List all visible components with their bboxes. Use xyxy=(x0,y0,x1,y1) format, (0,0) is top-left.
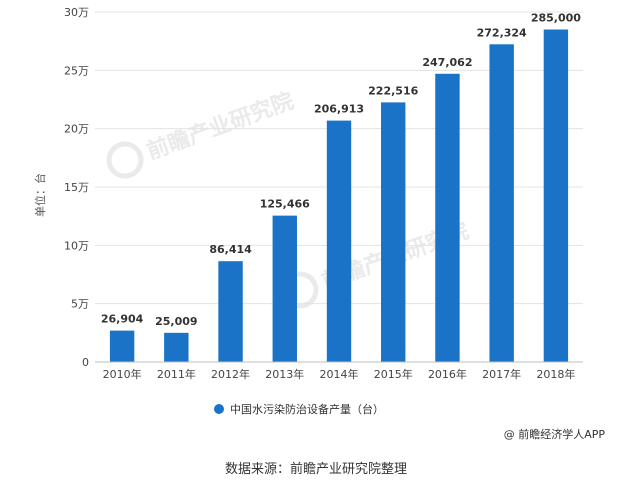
y-axis-ticks: 0 5万 10万 15万 20万 25万 30万 xyxy=(64,6,89,369)
y-tick-label: 15万 xyxy=(64,181,89,194)
bar-value-label: 25,009 xyxy=(155,315,197,328)
bar-value-label: 247,062 xyxy=(422,56,472,69)
credit-text: @ 前瞻经济学人APP xyxy=(504,427,606,441)
x-tick-label: 2015年 xyxy=(374,367,413,381)
bar xyxy=(164,332,189,362)
source-text: 数据来源：前瞻产业研究院整理 xyxy=(225,461,407,477)
value-labels: 26,904 25,009 86,414 125,466 206,913 222,516 2… xyxy=(101,12,581,328)
x-tick-label: 2017年 xyxy=(482,367,521,381)
bar xyxy=(489,44,514,362)
y-tick-label: 0 xyxy=(82,356,89,369)
svg-text:前瞻产业研究院: 前瞻产业研究院 xyxy=(143,88,297,165)
bar-value-label: 26,904 xyxy=(101,313,144,326)
y-tick-label: 30万 xyxy=(64,6,89,19)
legend-label: 中国水污染防治设备产量（台） xyxy=(230,402,384,416)
bar-value-label: 86,414 xyxy=(209,243,252,256)
x-tick-label: 2012年 xyxy=(211,367,250,381)
x-tick-label: 2018年 xyxy=(536,367,575,381)
x-tick-label: 2013年 xyxy=(265,367,304,381)
x-tick-label: 2014年 xyxy=(320,367,359,381)
bar xyxy=(326,120,352,362)
x-tick-label: 2011年 xyxy=(157,367,196,381)
x-axis-ticks: 2010年 2011年 2012年 2013年 2014年 2015年 2016年 2017年… xyxy=(103,367,576,381)
y-axis-title: 单位：台 xyxy=(33,173,47,217)
bar-value-label: 222,516 xyxy=(368,84,418,97)
y-tick-label: 25万 xyxy=(64,64,89,77)
bars xyxy=(109,29,569,363)
legend-marker xyxy=(214,404,224,414)
legend: 中国水污染防治设备产量（台） xyxy=(214,402,384,416)
x-tick-label: 2010年 xyxy=(103,367,142,381)
y-tick-label: 10万 xyxy=(64,239,89,252)
y-tick-label: 5万 xyxy=(71,298,89,311)
bar xyxy=(109,330,135,362)
bar-value-label: 285,000 xyxy=(531,12,581,25)
bar xyxy=(218,261,243,362)
bar-value-label: 206,913 xyxy=(314,103,364,116)
bar xyxy=(272,215,297,362)
y-tick-label: 20万 xyxy=(64,123,89,136)
bar-value-label: 272,324 xyxy=(477,26,527,39)
bar xyxy=(381,102,406,362)
bar xyxy=(435,73,460,363)
bar xyxy=(543,29,569,362)
x-tick-label: 2016年 xyxy=(428,367,467,381)
bar-value-label: 125,466 xyxy=(260,198,310,211)
